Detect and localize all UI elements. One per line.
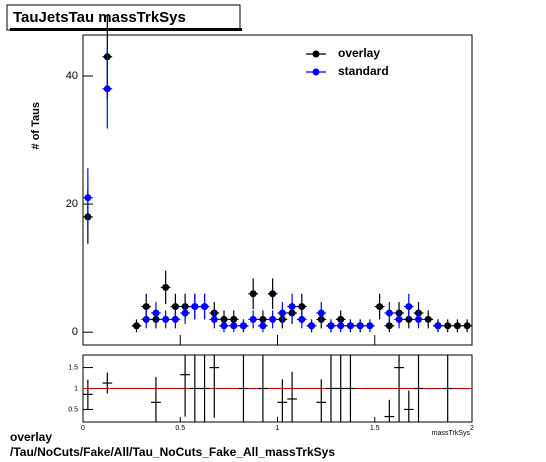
marker (356, 322, 364, 330)
marker (327, 322, 335, 330)
marker (210, 315, 218, 323)
marker (385, 309, 393, 317)
marker (337, 322, 345, 330)
x-tick-label: 0 (81, 425, 85, 432)
marker (376, 303, 384, 311)
x-axis-label: massTrkSys (432, 430, 471, 437)
x-tick-label: 1 (276, 425, 280, 432)
marker (317, 309, 325, 317)
legend-label: standard (338, 64, 389, 78)
marker (249, 290, 257, 298)
marker (288, 303, 296, 311)
legend-label: overlay (338, 46, 380, 60)
marker (385, 322, 393, 330)
title-shadow (10, 28, 242, 31)
footer-line: /Tau/NoCuts/Fake/All/Tau_NoCuts_Fake_All… (10, 445, 335, 459)
plot-frame (82, 34, 473, 346)
marker (434, 322, 442, 330)
marker (84, 194, 92, 202)
marker (415, 315, 423, 323)
marker (230, 322, 238, 330)
marker (366, 322, 374, 330)
marker (249, 315, 257, 323)
legend-marker (312, 50, 320, 58)
footer-line: overlay (10, 430, 52, 444)
x-tick-label: 0.5 (175, 425, 185, 432)
chart-title: TauJetsTau massTrkSys (13, 9, 186, 26)
x-tick-label: 2 (470, 425, 474, 432)
marker (201, 303, 209, 311)
marker (463, 322, 471, 330)
marker (308, 322, 316, 330)
ratio-points (83, 355, 472, 422)
marker (405, 303, 413, 311)
marker (259, 322, 267, 330)
marker (444, 322, 452, 330)
marker (298, 303, 306, 311)
marker (278, 309, 286, 317)
marker (395, 315, 403, 323)
y-tick-label: 0.5 (68, 406, 78, 413)
marker (132, 322, 140, 330)
marker (191, 303, 199, 311)
legend-marker (312, 68, 320, 76)
marker (171, 315, 179, 323)
marker (142, 315, 150, 323)
marker (171, 303, 179, 311)
marker (346, 322, 354, 330)
marker (269, 290, 277, 298)
y-tick-label: 20 (66, 198, 78, 210)
marker (162, 315, 170, 323)
y-tick-label: 0 (72, 326, 78, 338)
marker (239, 322, 247, 330)
y-tick-label: 1.5 (68, 364, 78, 371)
marker (152, 309, 160, 317)
y-axis-label: # of Taus (30, 102, 42, 149)
marker (424, 315, 432, 323)
marker (181, 309, 189, 317)
x-tick-label: 1.5 (370, 425, 380, 432)
y-tick-label: 40 (66, 70, 78, 82)
marker (162, 283, 170, 291)
title-box (6, 4, 241, 31)
marker (103, 85, 111, 93)
marker (298, 315, 306, 323)
marker (269, 315, 277, 323)
y-tick-label: 1 (74, 385, 78, 392)
marker (142, 303, 150, 311)
marker (453, 322, 461, 330)
marker (220, 322, 228, 330)
